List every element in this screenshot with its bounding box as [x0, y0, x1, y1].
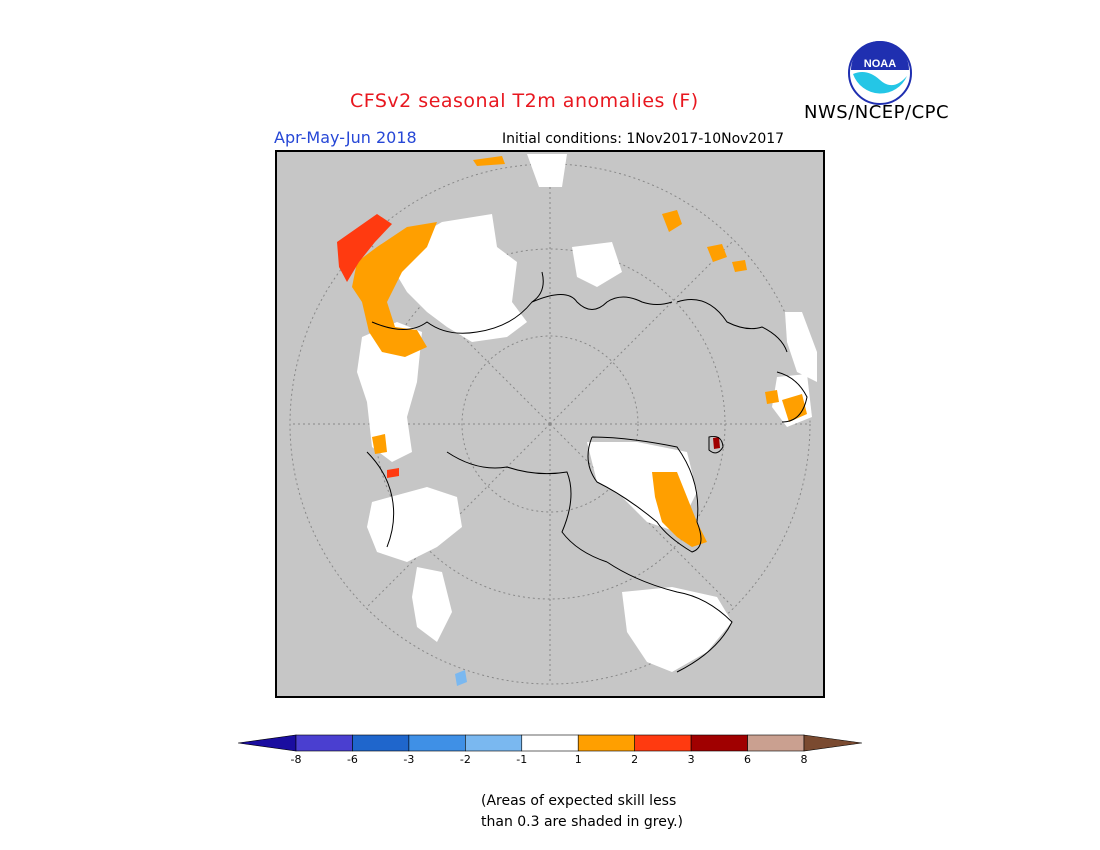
legend-bin — [577, 734, 635, 752]
darkred-region-iceland — [713, 437, 720, 449]
coastline-europe — [776, 371, 808, 423]
legend-tick-label: 1 — [574, 753, 582, 766]
coastline-siberia — [371, 271, 544, 334]
coastline-alaska — [366, 451, 395, 548]
white-region-top — [527, 154, 567, 187]
noaa-logo-text: NOAA — [864, 58, 896, 70]
legend-tick-label: 2 — [631, 753, 639, 766]
color-legend — [238, 734, 862, 752]
white-region-north-america — [412, 567, 452, 642]
orange-region-greenland — [652, 472, 707, 547]
legend-bin — [747, 734, 805, 752]
coastlines — [366, 271, 808, 673]
polar-map-canvas — [289, 154, 817, 686]
latitude-circle-inner — [461, 335, 639, 513]
legend-tick-label: -8 — [290, 753, 302, 766]
white-region-europe — [785, 312, 817, 382]
red-region-northwest-russia — [337, 214, 392, 282]
lightblue-region-aleutians — [455, 670, 467, 686]
orange-region-western-siberia — [352, 222, 437, 357]
coastline-hudson — [606, 561, 733, 673]
coastline-greenland — [587, 436, 702, 553]
orange-region-europe-1 — [782, 394, 807, 422]
legend-bins — [238, 734, 862, 752]
skill-footnote-line2: than 0.3 are shaded in grey.) — [481, 814, 684, 830]
legend-bin — [295, 734, 353, 752]
coastline-scandinavia — [676, 299, 788, 353]
orange-region-europe-2 — [765, 390, 779, 404]
white-region-canada-east — [622, 587, 732, 672]
coastline-iceland — [708, 436, 724, 454]
white-region-alaska — [367, 487, 462, 562]
coastline-canada — [446, 451, 608, 563]
orange-region-north-europe — [732, 260, 747, 272]
coastline-taymyr — [531, 294, 673, 310]
white-region-east-asia — [572, 242, 622, 287]
legend-bin — [690, 734, 748, 752]
red-region-small — [387, 468, 399, 478]
initial-conditions: Initial conditions: 1Nov2017-10Nov2017 — [502, 131, 785, 147]
orange-region-asia-east — [707, 244, 727, 262]
white-region-western-russia — [357, 322, 422, 462]
legend-tick-label: 6 — [744, 753, 752, 766]
legend-tick-label: -2 — [459, 753, 471, 766]
forecast-period: Apr-May-Jun 2018 — [274, 128, 417, 147]
legend-tick-label: -1 — [516, 753, 528, 766]
skill-footnote-line1: (Areas of expected skill less — [481, 793, 677, 809]
polar-map — [275, 150, 825, 698]
legend-tick-label: 3 — [687, 753, 695, 766]
legend-bin — [238, 734, 297, 752]
legend-bin — [408, 734, 466, 752]
orange-region-scandinavia — [662, 210, 682, 232]
legend-bin — [352, 734, 410, 752]
legend-tick-label: -6 — [346, 753, 358, 766]
legend-tick-label: 8 — [800, 753, 808, 766]
legend-bin — [634, 734, 692, 752]
skill-footnote: (Areas of expected skill less than 0.3 a… — [481, 791, 683, 833]
legend-bin — [803, 734, 862, 752]
map-title: CFSv2 seasonal T2m anomalies (F) — [350, 90, 699, 112]
agency-label: NWS/NCEP/CPC — [804, 102, 950, 123]
legend-bin — [465, 734, 523, 752]
white-region-siberia — [395, 214, 527, 342]
noaa-logo: NOAA — [848, 41, 912, 105]
legend-tick-label: -3 — [403, 753, 415, 766]
orange-region-alaska — [372, 434, 387, 454]
latitude-circle-outer — [289, 163, 811, 685]
legend-bin — [521, 734, 579, 752]
orange-region-top — [473, 156, 505, 166]
